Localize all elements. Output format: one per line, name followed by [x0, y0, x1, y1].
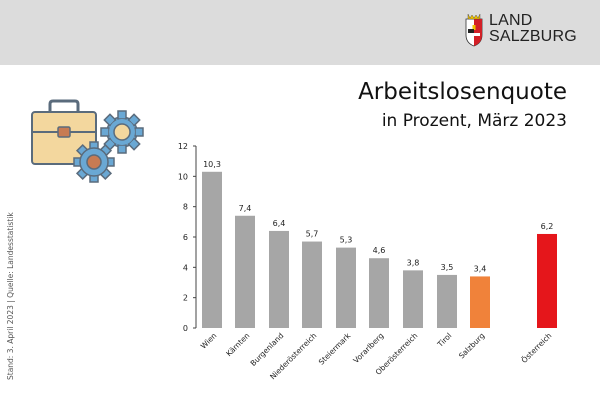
y-tick-label: 2 — [183, 294, 188, 303]
data-label: 3,4 — [474, 264, 487, 273]
x-labels-group: Wien KärntenBurgenlandNiederösterreichSte… — [199, 331, 554, 382]
bar-5[interactable] — [369, 258, 389, 328]
x-tick-label: Steiermark — [317, 331, 353, 367]
y-tick-label: 12 — [178, 142, 188, 151]
bar-3[interactable] — [302, 241, 322, 328]
bar-6[interactable] — [403, 270, 423, 328]
data-label: 5,7 — [306, 230, 319, 239]
bar-1[interactable] — [235, 215, 255, 328]
chart-title: Arbeitslosenquote — [358, 79, 567, 105]
bar-8[interactable] — [470, 276, 490, 328]
y-tick-label: 8 — [183, 203, 188, 212]
brand-line-1: LAND — [489, 12, 533, 29]
bar-2[interactable] — [269, 230, 289, 328]
data-label: 10,3 — [203, 160, 221, 169]
brand-line-2: SALZBURG — [489, 28, 577, 45]
y-axis: 0 2 4 6 8 10 12 — [178, 142, 197, 333]
data-label: 6,2 — [541, 222, 554, 231]
data-label: 3,8 — [407, 258, 420, 267]
chart-subtitle: in Prozent, März 2023 — [381, 111, 567, 131]
bars-group: 10,3 7,4 6,4 5,7 5,3 4,6 3,8 3,5 3,4 6,2 — [202, 160, 557, 328]
data-label: 6,4 — [273, 219, 286, 228]
brand-logo[interactable]: LAND SALZBURG — [465, 13, 577, 47]
x-tick-label: Wien — [199, 331, 219, 351]
bar-4[interactable] — [336, 247, 356, 328]
y-tick-label: 6 — [183, 233, 188, 242]
y-tick-label: 10 — [178, 172, 188, 181]
briefcase-gears-icon — [31, 99, 144, 183]
bar-0[interactable] — [202, 171, 222, 328]
y-tick-label: 4 — [183, 263, 188, 272]
x-tick-label: Österreich — [520, 331, 554, 365]
bar-7[interactable] — [437, 274, 457, 328]
salzburg-crest-icon — [465, 13, 483, 47]
x-tick-label: Salzburg — [457, 331, 487, 361]
data-label: 3,5 — [441, 263, 454, 272]
x-tick-label: Vorarlberg — [351, 331, 385, 365]
bar-9[interactable] — [537, 233, 557, 328]
data-label: 4,6 — [373, 246, 386, 255]
x-tick-label: Tirol — [435, 331, 453, 349]
chart-title-block: Arbeitslosenquote in Prozent, März 2023 — [358, 78, 567, 134]
data-label: 7,4 — [239, 204, 252, 213]
y-tick-label: 0 — [183, 324, 188, 333]
x-tick-label: Kärnten — [224, 331, 251, 358]
header-bar — [0, 0, 600, 65]
data-label: 5,3 — [340, 236, 353, 245]
